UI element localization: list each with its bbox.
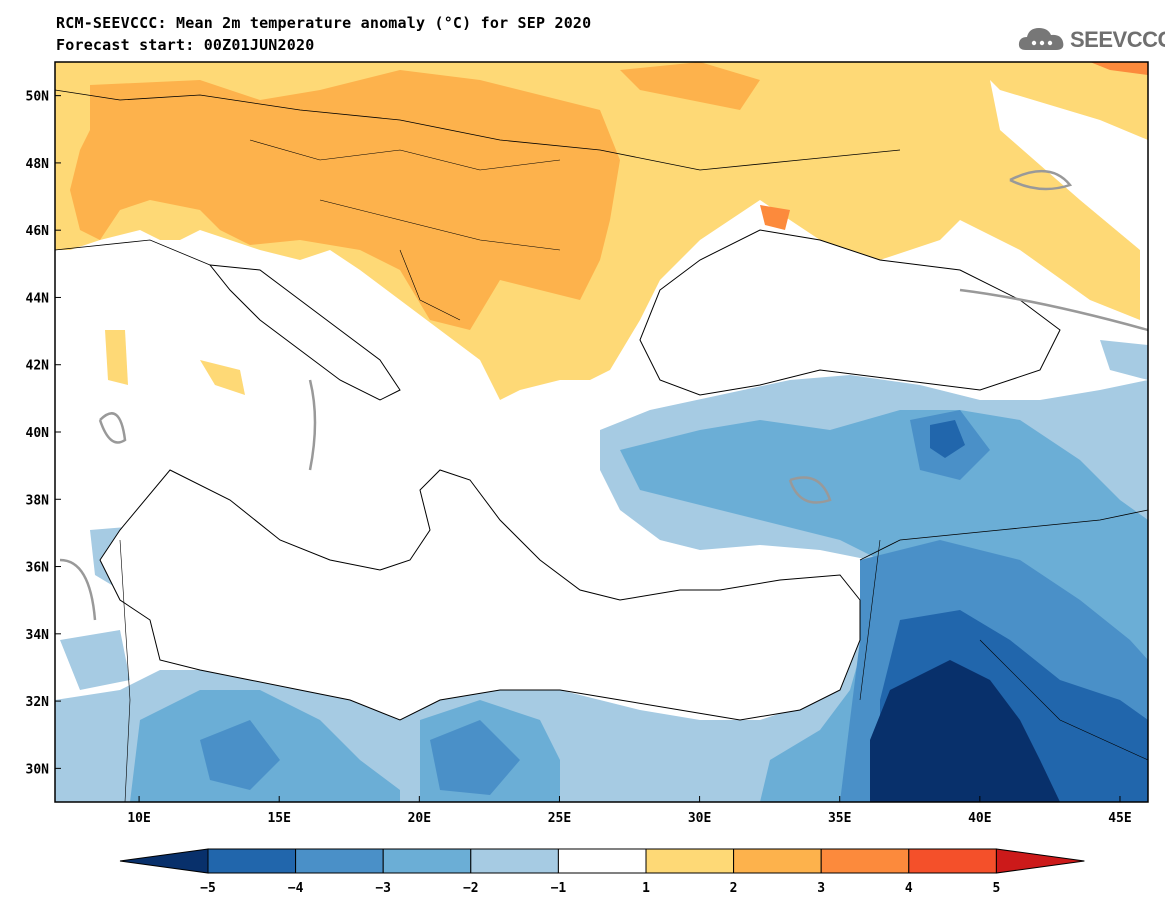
- cool-anomaly-minus1c: [60, 630, 130, 690]
- lon-tick-label: 10E: [127, 811, 150, 826]
- country-border: [119, 139, 1148, 802]
- warm-anomaly-3c: [1090, 62, 1148, 75]
- colorbar-extend-high: [995, 848, 1085, 874]
- colorbar-level-label: 5: [992, 881, 1000, 896]
- colorbar-boxes: [119, 848, 1085, 874]
- warm-anomaly-3c: [760, 205, 790, 230]
- map-title: RCM-SEEVCCC: Mean 2m temperature anomaly…: [56, 14, 592, 32]
- cloud-icon: [1018, 28, 1064, 50]
- lat-tick-label: 36N: [26, 561, 50, 576]
- lat-tick-label: 32N: [26, 695, 50, 710]
- colorbar-box: [382, 848, 472, 874]
- warm-anomaly-1c: [105, 330, 128, 385]
- colorbar-level-label: 4: [905, 881, 913, 896]
- lat-tick-label: 34N: [26, 628, 50, 643]
- lon-tick-label: 30E: [688, 811, 711, 826]
- cool-anomaly-minus5c: [870, 660, 1060, 802]
- colorbar-box: [470, 848, 559, 874]
- cool-anomaly-minus1c: [1100, 340, 1148, 380]
- colorbar-labels: −5 −4 −3 −2 −1 1 2 3 4 5: [200, 881, 1000, 896]
- seevccc-logo: SEEVCCC: [1016, 22, 1165, 56]
- lat-tick-label: 38N: [26, 493, 50, 508]
- lon-tick-label: 20E: [408, 811, 431, 826]
- colorbar-level-label: −5: [200, 881, 216, 896]
- warm-anomaly-2c: [620, 62, 760, 110]
- cool-anomaly-minus3c: [430, 720, 520, 795]
- lat-tick-label: 48N: [26, 157, 50, 172]
- colorbar-level-label: −4: [288, 881, 304, 896]
- colorbar-extend-low: [119, 848, 209, 874]
- logo-text: SEEVCCC: [1070, 27, 1165, 52]
- warm-anomaly-2c: [70, 70, 620, 330]
- lat-tick-label: 40N: [26, 426, 50, 441]
- zero-contour: [59, 169, 1148, 621]
- colorbar-box: [207, 848, 297, 874]
- colorbar-level-label: −1: [551, 881, 567, 896]
- lat-tick-label: 30N: [26, 762, 50, 777]
- cool-anomaly-minus4c: [930, 420, 965, 458]
- anomaly-fields: [55, 62, 1148, 802]
- warm-anomaly-1c: [200, 360, 245, 395]
- colorbar-level-label: 3: [817, 881, 825, 896]
- latitude-axis: 30N 32N 34N 36N 38N 40N 42N 44N 46N 48N 50N: [26, 90, 61, 777]
- forecast-start-label: Forecast start: 00Z01JUN2020: [56, 36, 315, 54]
- colorbar-level-label: −3: [375, 881, 391, 896]
- colorbar-box: [733, 848, 822, 874]
- colorbar-box: [908, 848, 997, 874]
- black-sea: [639, 229, 1061, 396]
- lon-tick-label: 40E: [968, 811, 991, 826]
- lon-tick-label: 45E: [1108, 811, 1131, 826]
- cool-anomaly-minus3c: [200, 720, 280, 790]
- lat-tick-label: 50N: [26, 90, 50, 105]
- colorbar-box: [295, 848, 384, 874]
- lat-tick-label: 46N: [26, 224, 50, 239]
- colorbar-level-label: −2: [463, 881, 479, 896]
- lon-tick-label: 15E: [267, 811, 290, 826]
- coastline: [55, 89, 1148, 561]
- mediterranean-sea: [99, 469, 861, 721]
- lat-tick-label: 42N: [26, 359, 50, 374]
- colorbar-level-label: 1: [642, 881, 650, 896]
- colorbar-box: [820, 848, 910, 874]
- adriatic-sea: [208, 264, 401, 401]
- lat-tick-label: 44N: [26, 291, 50, 306]
- longitude-axis: 10E 15E 20E 25E 30E 35E 40E 45E: [127, 796, 1132, 826]
- colorbar-box: [557, 848, 647, 874]
- colorbar-box: [645, 848, 735, 874]
- colorbar-level-label: 2: [730, 881, 738, 896]
- lon-tick-label: 35E: [828, 811, 851, 826]
- lon-tick-label: 25E: [548, 811, 571, 826]
